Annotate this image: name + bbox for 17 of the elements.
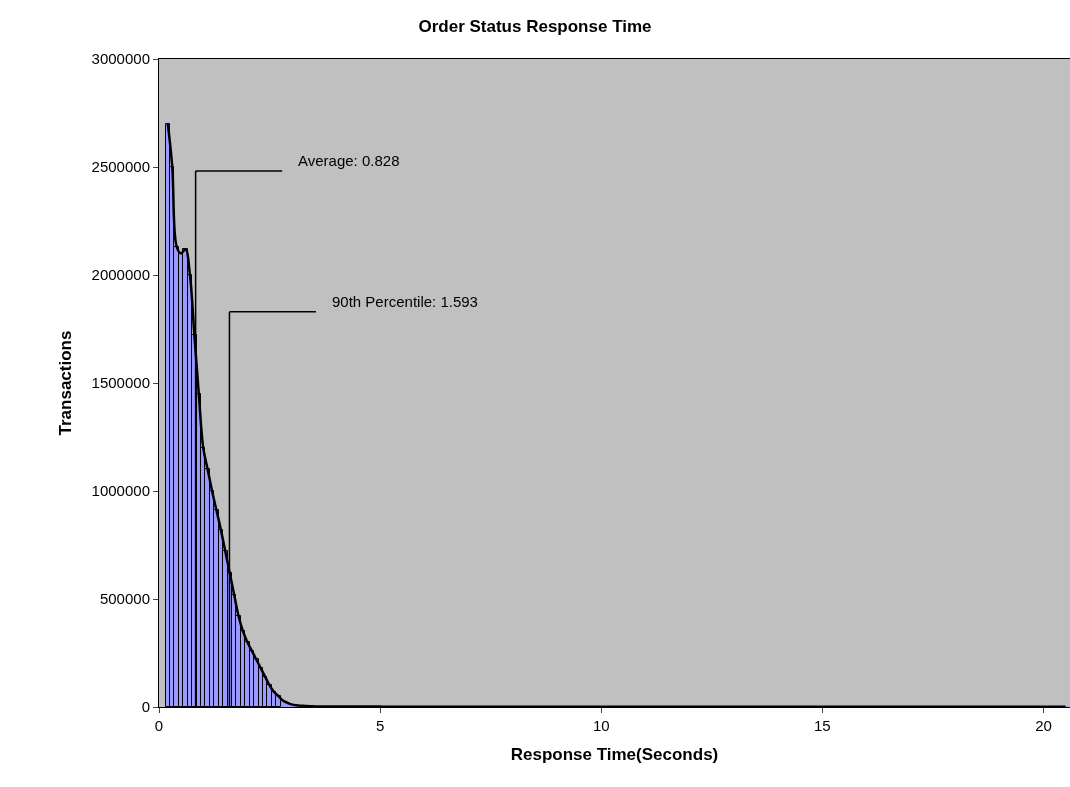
y-tick-label: 1000000: [91, 482, 150, 500]
y-tick-label: 500000: [99, 590, 150, 608]
x-axis-title: Response Time(Seconds): [510, 745, 719, 765]
x-tick-label: 0: [154, 717, 164, 734]
ref-line-label: 90th Percentile: 1.593: [332, 293, 478, 310]
y-axis-title: Transactions: [56, 330, 76, 436]
y-tick-label: 0: [141, 698, 150, 716]
ref-line-label: Average: 0.828: [298, 152, 400, 169]
y-tick-label: 2500000: [91, 158, 150, 176]
x-tick-label: 5: [375, 717, 385, 734]
x-tick-label: 10: [592, 717, 610, 734]
chart-title: Order Status Response Time: [418, 16, 652, 36]
x-tick-label: 15: [814, 717, 831, 734]
y-tick-label: 2000000: [91, 266, 150, 284]
y-tick-label: 3000000: [91, 50, 150, 68]
y-tick-label: 1500000: [91, 374, 150, 392]
x-tick-label: 20: [1035, 717, 1052, 734]
